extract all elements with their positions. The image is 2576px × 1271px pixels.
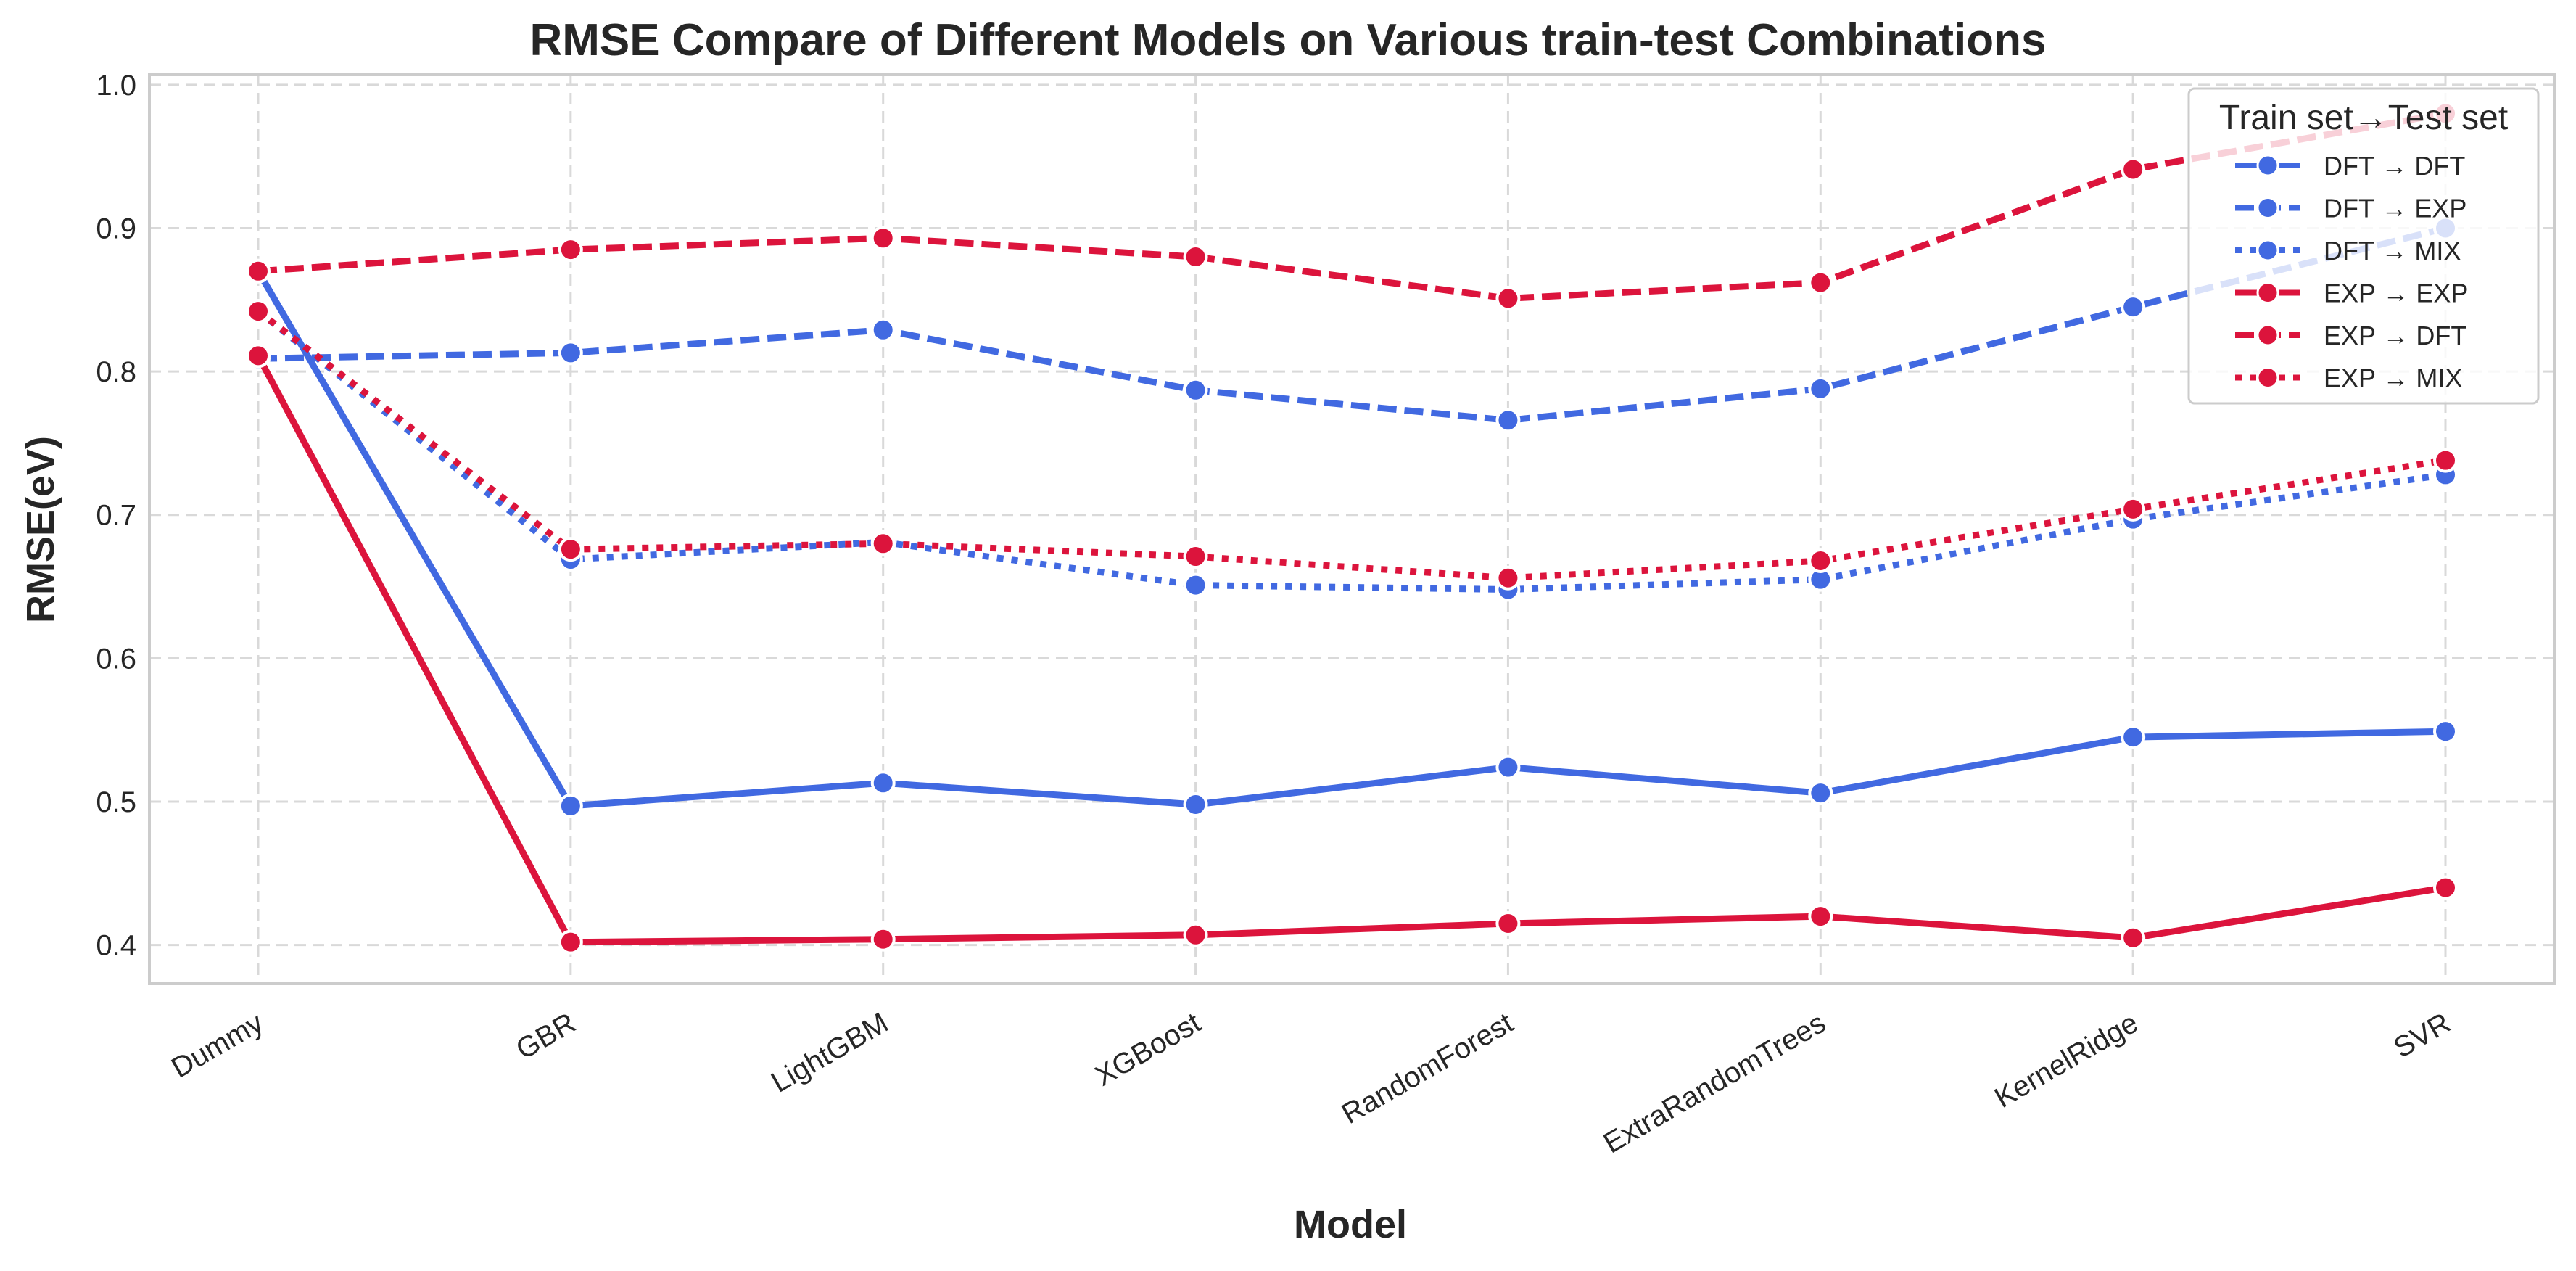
data-point <box>1808 376 1833 401</box>
data-point <box>246 299 271 324</box>
legend-label: DFT → EXP <box>2324 194 2466 223</box>
data-point <box>1808 904 1833 929</box>
y-axis-label: RMSE(eV) <box>19 436 62 623</box>
series-line <box>257 110 2446 302</box>
legend-marker <box>2256 154 2279 177</box>
data-point <box>1183 377 1208 403</box>
data-point <box>870 531 896 556</box>
data-point <box>1808 781 1833 806</box>
y-axis-ticks: 0.4 0.5 0.6 0.7 0.8 0.9 1.0 <box>96 70 136 962</box>
x-tick-label: LightGBM <box>766 1007 893 1099</box>
legend-label: DFT → MIX <box>2324 236 2461 266</box>
legend-marker <box>2256 197 2279 219</box>
data-point <box>1495 565 1521 591</box>
data-point <box>870 226 896 251</box>
series-exp-mix <box>246 299 2458 591</box>
y-tick-label: 0.7 <box>96 500 136 532</box>
data-point <box>1183 791 1208 817</box>
data-point <box>1808 270 1833 295</box>
series-lines <box>246 101 2458 955</box>
series-dft-dft <box>246 258 2458 818</box>
x-axis-label: Model <box>1294 1203 1407 1246</box>
y-tick-label: 1.0 <box>96 70 136 102</box>
x-tick-label: ExtraRandomTrees <box>1598 1007 1831 1160</box>
chart-title: RMSE Compare of Different Models on Vari… <box>530 15 2047 65</box>
data-point <box>1183 544 1208 569</box>
legend-entries: DFT → DFT DFT → EXP DFT → MIX EXP → EXP EXP … <box>2235 151 2468 393</box>
data-point <box>2433 875 2458 900</box>
x-tick-label: SVR <box>2388 1007 2456 1064</box>
y-tick-label: 0.4 <box>96 930 136 962</box>
legend-label: EXP → MIX <box>2324 363 2462 393</box>
data-point <box>2121 925 2146 950</box>
legend-entry: DFT → DFT <box>2235 151 2465 181</box>
legend-label: EXP → DFT <box>2324 321 2466 350</box>
series-exp-exp <box>246 343 2458 955</box>
series-line <box>255 354 2446 946</box>
x-axis-ticks: Dummy GBR LightGBM XGBoost RandomForest Extra… <box>166 1007 2456 1160</box>
data-point <box>1808 548 1833 573</box>
data-point <box>1495 910 1521 936</box>
grid-lines <box>149 75 2554 984</box>
legend-title: Train set→Test set <box>2219 99 2508 137</box>
series-line <box>257 225 2447 424</box>
data-point <box>2121 295 2146 320</box>
data-point <box>246 258 271 284</box>
data-point <box>1495 754 1521 780</box>
data-point <box>1183 572 1208 598</box>
y-tick-label: 0.5 <box>96 786 136 818</box>
data-point <box>246 343 271 369</box>
x-tick-label: XGBoost <box>1089 1007 1206 1093</box>
y-tick-label: 0.8 <box>96 356 136 388</box>
data-point <box>558 340 583 366</box>
legend-label: DFT → DFT <box>2324 151 2465 181</box>
legend-entry: DFT → MIX <box>2235 236 2461 266</box>
legend-entry: DFT → EXP <box>2235 194 2466 223</box>
data-point <box>1495 286 1521 311</box>
data-point <box>558 793 583 818</box>
data-point <box>558 537 583 562</box>
plot-frame <box>148 73 2556 985</box>
y-tick-label: 0.9 <box>96 213 136 244</box>
legend-marker <box>2256 281 2279 304</box>
y-tick-label: 0.6 <box>96 643 136 675</box>
x-tick-label: Dummy <box>166 1007 268 1085</box>
legend-entry: EXP → EXP <box>2235 279 2468 308</box>
x-tick-label: RandomForest <box>1337 1007 1519 1130</box>
data-point <box>2121 157 2146 182</box>
data-point <box>870 317 896 342</box>
data-point <box>558 929 583 955</box>
series-exp-dft <box>246 101 2458 311</box>
data-point <box>2121 725 2146 750</box>
series-line <box>255 269 2446 810</box>
x-tick-label: GBR <box>511 1007 581 1066</box>
data-point <box>870 770 896 796</box>
legend-label: EXP → EXP <box>2324 279 2468 308</box>
data-point <box>1183 922 1208 947</box>
legend-entry: EXP → DFT <box>2235 321 2466 350</box>
data-point <box>2433 448 2458 473</box>
data-point <box>870 926 896 952</box>
series-line <box>256 308 2446 593</box>
data-point <box>2433 719 2458 744</box>
data-point <box>1183 244 1208 269</box>
legend-marker <box>2256 366 2279 389</box>
data-point <box>2121 496 2146 522</box>
x-tick-label: KernelRidge <box>1989 1007 2144 1114</box>
legend-marker <box>2256 324 2279 347</box>
legend-marker <box>2256 239 2279 262</box>
data-point <box>1495 408 1521 433</box>
data-point <box>558 237 583 263</box>
legend-entry: EXP → MIX <box>2235 363 2462 393</box>
